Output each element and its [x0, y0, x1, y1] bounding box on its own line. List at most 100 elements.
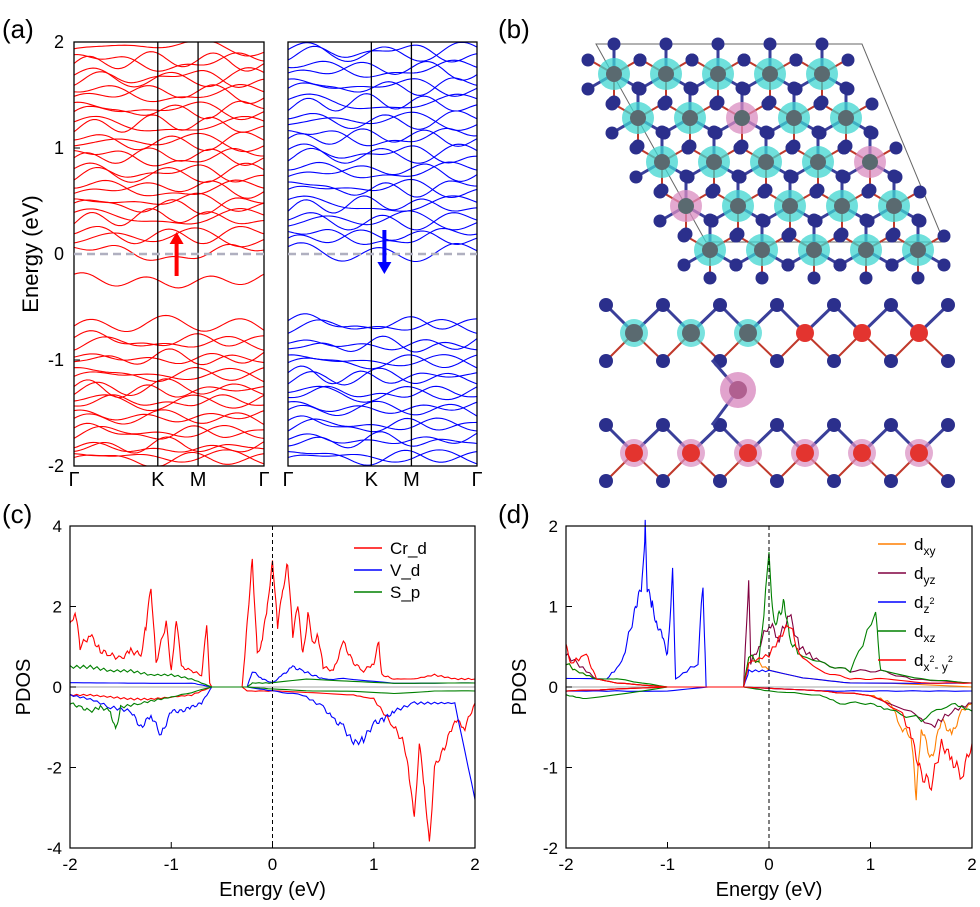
band-line	[287, 449, 478, 466]
metal-atom	[682, 110, 698, 126]
sulfur-atom	[785, 141, 799, 155]
metal-atom	[678, 198, 694, 214]
band-line	[287, 60, 478, 81]
band-line	[287, 93, 478, 112]
sulfur-atom	[685, 53, 699, 67]
band-line	[287, 335, 478, 353]
sulfur-atom	[755, 213, 769, 227]
sulfur-atom	[827, 474, 841, 488]
band-line	[73, 378, 265, 397]
x-tick-label: 0	[764, 855, 773, 874]
metal-atom	[706, 154, 722, 170]
metal-atom	[782, 198, 798, 214]
band-line	[287, 110, 478, 130]
sulfur-atom	[629, 141, 643, 155]
band-line	[73, 67, 265, 88]
panel-label-b: (b)	[498, 14, 530, 44]
pdos-orbital-panel: -2 -1 0 1 2 -2 -1 0 1 2 Energy (eV) PDOS dxy dyz dz2 dx…	[509, 517, 977, 901]
band-line	[73, 425, 265, 439]
sulfur-atom	[789, 53, 803, 67]
sulfur-atom	[865, 97, 879, 111]
band-line	[287, 93, 478, 110]
sulfur-atom	[599, 474, 613, 488]
pdos-line-up	[565, 624, 973, 688]
band-line	[73, 409, 265, 423]
y-axis-label: PDOS	[13, 659, 35, 716]
kpoint-label: Γ	[68, 469, 79, 491]
sulfur-atom	[913, 185, 927, 199]
sulfur-atom	[656, 354, 670, 368]
sulfur-atom	[657, 97, 671, 111]
metal-atom	[654, 154, 670, 170]
sulfur-atom	[677, 229, 691, 243]
metal-atom	[853, 444, 871, 462]
x-axis-label: Energy (eV)	[716, 879, 823, 901]
panel-label-c: (c)	[2, 499, 32, 529]
x-tick-label: -1	[660, 855, 675, 874]
band-line	[287, 210, 478, 231]
y-tick-label: 1	[549, 598, 558, 617]
pdos-line-up	[69, 558, 476, 688]
band-line	[287, 78, 478, 97]
band-line	[73, 179, 265, 197]
band-line	[287, 195, 478, 214]
y-axis-label: Energy (eV)	[18, 195, 43, 312]
legend-entry: dxy	[914, 535, 935, 558]
band-line	[287, 417, 478, 432]
sulfur-atom	[813, 97, 827, 111]
sulfur-atom	[815, 37, 829, 51]
band-line	[73, 330, 265, 347]
sulfur-atom	[677, 258, 691, 272]
sulfur-atom	[703, 213, 717, 227]
sulfur-atom	[827, 298, 841, 312]
band-line	[73, 131, 265, 152]
band-line	[73, 379, 265, 399]
metal-atom	[762, 66, 778, 82]
kpoint-label: K	[365, 469, 379, 491]
band-line	[73, 225, 265, 245]
metal-atom	[702, 242, 718, 258]
crystal-structure-image	[581, 37, 955, 488]
panel-label-a: (a)	[2, 14, 34, 44]
y-axis-label: PDOS	[509, 659, 531, 716]
panel-label-d: (d)	[498, 499, 530, 529]
sulfur-atom	[770, 298, 784, 312]
sulfur-atom	[941, 298, 955, 312]
band-line	[73, 197, 265, 215]
sulfur-atom	[633, 53, 647, 67]
metal-atom	[625, 324, 643, 342]
sulfur-atom	[605, 126, 619, 140]
metal-atom	[834, 198, 850, 214]
sulfur-atom	[581, 53, 595, 67]
band-line	[73, 272, 265, 289]
band-line	[73, 180, 265, 199]
sulfur-atom	[937, 258, 951, 272]
band-line	[73, 314, 265, 333]
band-line	[287, 77, 478, 96]
legend-entry: dyz	[914, 564, 935, 587]
sulfur-atom	[599, 354, 613, 368]
sulfur-atom	[809, 185, 823, 199]
metal-atom	[838, 110, 854, 126]
band-line	[287, 111, 478, 131]
sulfur-atom	[735, 81, 749, 95]
sulfur-atom	[911, 213, 925, 227]
band-line	[287, 143, 478, 164]
sulfur-atom	[839, 81, 853, 95]
sulfur-atom	[770, 474, 784, 488]
band-line	[287, 400, 478, 417]
sulfur-atom	[770, 418, 784, 432]
sulfur-atom	[889, 141, 903, 155]
band-line	[73, 394, 265, 407]
sulfur-atom	[781, 229, 795, 243]
sulfur-atom	[599, 298, 613, 312]
x-tick-label: 1	[866, 855, 875, 874]
band-line	[73, 208, 265, 225]
sulfur-atom	[884, 354, 898, 368]
sulfur-atom	[859, 271, 873, 285]
band-line	[287, 432, 478, 445]
band-line	[287, 367, 478, 386]
sulfur-atom	[884, 418, 898, 432]
band-line	[73, 101, 265, 121]
